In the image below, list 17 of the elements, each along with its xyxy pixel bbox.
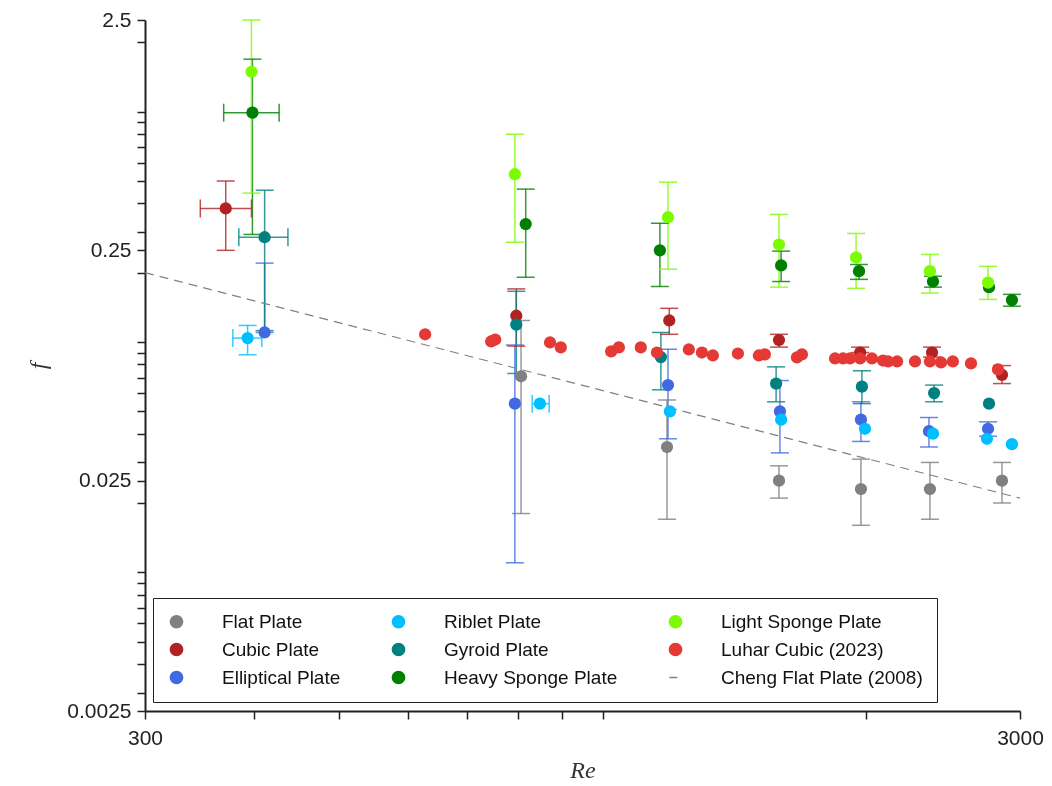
y-tick-label: 0.25 [90, 237, 132, 261]
legend-label: Light Sponge Plate [721, 610, 882, 632]
legend-label: Cubic Plate [222, 638, 320, 660]
legend-label: Flat Plate [222, 610, 303, 632]
x-tick-label: 3000 [997, 725, 1044, 749]
y-tick-label: 0.025 [78, 468, 132, 492]
legend-label: Heavy Sponge Plate [444, 666, 618, 688]
legend-label: Gyroid Plate [444, 638, 549, 660]
y-tick-label: 0.0025 [67, 698, 132, 722]
x-tick-label: 300 [127, 725, 164, 749]
y-tick-label: 2.5 [102, 7, 132, 31]
x-axis-title: Re [569, 756, 596, 783]
y-axis-title: f [25, 359, 52, 370]
legend-label: Cheng Flat Plate (2008) [721, 666, 923, 688]
legend-label: Riblet Plate [444, 610, 542, 632]
legend-label: Luhar Cubic (2023) [721, 638, 884, 660]
legend-label: Elliptical Plate [222, 666, 341, 688]
